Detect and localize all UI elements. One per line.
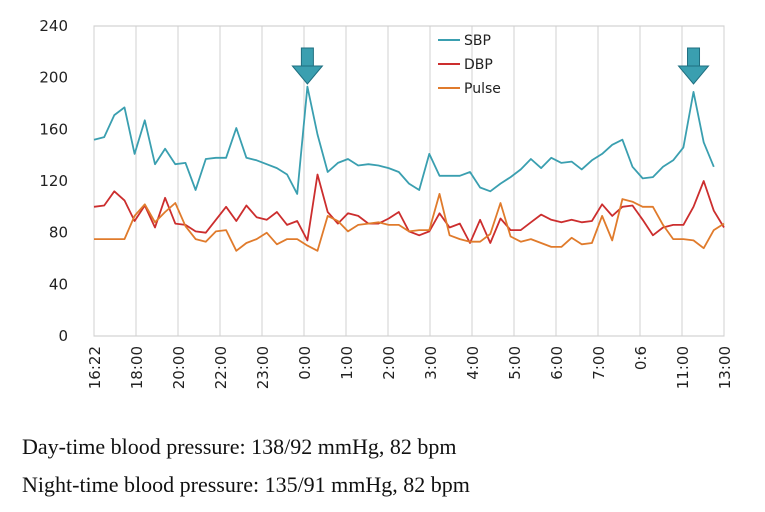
legend: SBP DBP Pulse <box>438 33 501 97</box>
series-line-dbp <box>93 173 725 244</box>
legend-label: DBP <box>464 57 493 73</box>
x-tick-label: 4:00 <box>464 346 482 380</box>
legend-label: SBP <box>464 33 491 49</box>
x-tick-label: 16:22 <box>86 346 104 389</box>
x-tick-label: 6:00 <box>548 346 566 380</box>
y-tick-label: 120 <box>39 172 68 190</box>
x-tick-label: 7:00 <box>590 346 608 380</box>
nighttime-caption: Night-time blood pressure: 135/91 mmHg, … <box>22 472 470 497</box>
y-tick-label: 160 <box>39 120 68 138</box>
grid <box>93 26 725 336</box>
series-line-pulse <box>94 192 725 252</box>
x-tick-label: 13:00 <box>716 346 734 389</box>
y-axis: 0 40 80 120 160 200 240 <box>39 17 68 345</box>
x-tick-label: 5:00 <box>506 346 524 380</box>
bp-chart: 0 40 80 120 160 200 240 16:22 18:00 20:00 22:00 23… <box>39 17 734 389</box>
y-tick-label: 40 <box>49 275 68 293</box>
x-axis: 16:22 18:00 20:00 22:00 23:00 0:00 1:00 2:00 3:0… <box>86 346 734 389</box>
x-tick-label: 0:00 <box>296 346 314 380</box>
x-tick-label: 11:00 <box>674 346 692 389</box>
series-lines <box>93 85 725 252</box>
x-tick-label: 22:00 <box>212 346 230 389</box>
x-tick-label: 2:00 <box>380 346 398 380</box>
x-tick-label: 18:00 <box>128 346 146 389</box>
y-tick-label: 0 <box>58 327 68 345</box>
x-tick-label: 3:00 <box>422 346 440 380</box>
y-tick-label: 240 <box>39 17 68 35</box>
down-arrow-icon <box>677 47 710 85</box>
daytime-caption: Day-time blood pressure: 138/92 mmHg, 82… <box>22 434 457 459</box>
plot-area <box>93 25 725 337</box>
y-tick-label: 80 <box>49 224 68 242</box>
series-line-sbp <box>93 85 715 195</box>
x-tick-label: 23:00 <box>254 346 272 389</box>
arrow-annotations <box>291 47 710 85</box>
legend-label: Pulse <box>464 81 501 97</box>
x-tick-label: 0:6 <box>632 346 650 370</box>
down-arrow-icon <box>291 47 324 85</box>
x-tick-label: 20:00 <box>170 346 188 389</box>
y-tick-label: 200 <box>39 69 68 87</box>
x-tick-label: 1:00 <box>338 346 356 380</box>
